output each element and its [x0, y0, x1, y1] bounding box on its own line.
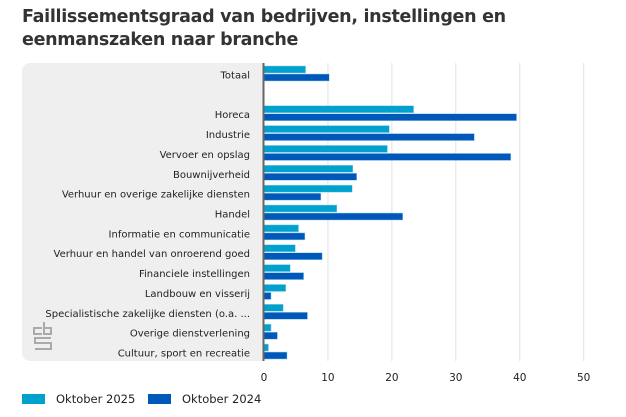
bar-oktober-2025: [263, 304, 284, 312]
label-panel: [22, 63, 263, 361]
legend-label-2025: Oktober 2025: [56, 392, 136, 406]
bar-oktober-2025: [263, 343, 269, 352]
category-label: Landbouw en visserij: [145, 289, 250, 300]
bar-oktober-2024: [263, 73, 330, 82]
bar-oktober-2024: [263, 192, 322, 201]
category-label: Verhuur en handel van onroerend goed: [54, 249, 250, 260]
bar-oktober-2024: [263, 252, 323, 260]
x-tick-label: 50: [577, 372, 590, 384]
x-tick-label: 40: [513, 372, 526, 384]
bar-oktober-2024: [263, 232, 306, 241]
category-label: Overige dienstverlening: [130, 329, 250, 340]
legend-item-2024[interactable]: Oktober 2024: [148, 392, 261, 406]
x-tick-label: 0: [261, 372, 268, 384]
legend-label-2024: Oktober 2024: [182, 392, 262, 406]
bar-oktober-2025: [263, 184, 353, 193]
legend-item-2025[interactable]: Oktober 2025: [22, 392, 135, 406]
bar-oktober-2025: [263, 165, 354, 173]
bar-oktober-2024: [263, 212, 403, 221]
bar-oktober-2025: [263, 284, 286, 292]
legend-swatch-2025: [22, 394, 45, 404]
x-tick-label: 20: [385, 372, 398, 384]
legend-swatch-2024: [148, 394, 171, 404]
bar-oktober-2024: [263, 312, 308, 320]
bar-oktober-2025: [263, 224, 299, 233]
bar-oktober-2025: [263, 244, 296, 252]
category-label: Horeca: [215, 110, 250, 121]
chart-title: Faillissementsgraad van bedrijven, inste…: [22, 7, 506, 50]
bar-oktober-2024: [263, 331, 278, 340]
category-label: Specialistische zakelijke diensten (o.a.…: [45, 309, 250, 320]
bar-oktober-2024: [263, 272, 304, 280]
bar-oktober-2025: [263, 65, 306, 74]
category-label: Financiele instellingen: [139, 269, 250, 280]
bar-oktober-2025: [263, 105, 414, 113]
bar-oktober-2024: [263, 351, 288, 360]
bar-oktober-2024: [263, 153, 512, 161]
bar-oktober-2025: [263, 323, 272, 332]
category-label: Cultuur, sport en recreatie: [118, 349, 250, 360]
category-label: Informatie en communicatie: [109, 229, 250, 240]
category-label: Industrie: [206, 130, 250, 141]
category-label: Verhuur en overige zakelijke diensten: [62, 190, 250, 201]
category-label: Handel: [215, 210, 250, 221]
bar-oktober-2024: [263, 292, 272, 300]
category-label: Vervoer en opslag: [160, 150, 250, 161]
bar-oktober-2024: [263, 173, 357, 181]
bar-oktober-2025: [263, 264, 291, 272]
bar-oktober-2025: [263, 204, 338, 213]
cbs-logo: [33, 322, 52, 350]
x-tick-label: 10: [321, 372, 334, 384]
x-tick-label: 30: [449, 372, 462, 384]
bar-oktober-2025: [263, 125, 390, 133]
category-label: Totaal: [220, 71, 250, 82]
bar-oktober-2024: [263, 113, 517, 121]
bar-oktober-2025: [263, 145, 388, 153]
category-label: Bouwnijverheid: [173, 170, 250, 181]
bar-oktober-2024: [263, 133, 475, 141]
